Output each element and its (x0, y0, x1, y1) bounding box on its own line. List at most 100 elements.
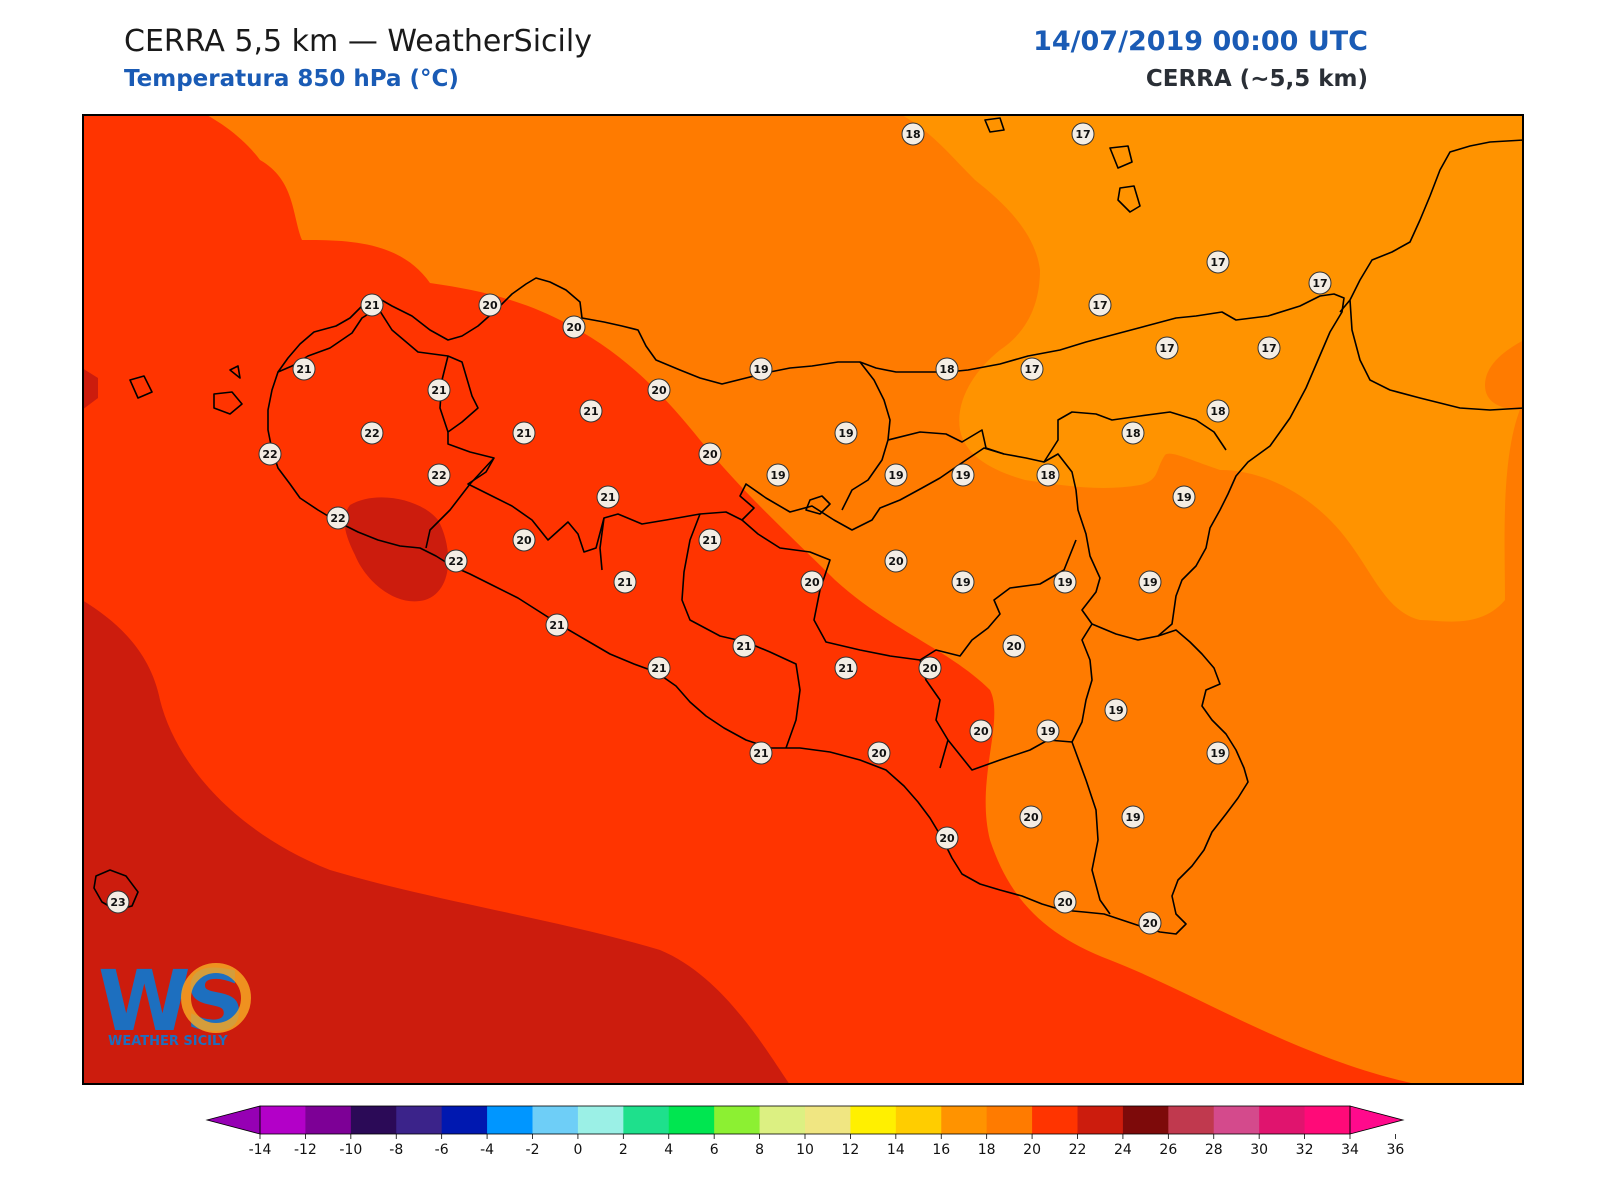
station-value: 20 (516, 534, 532, 547)
station-value: 20 (888, 555, 904, 568)
station-marker (732, 634, 756, 658)
station-marker (258, 442, 282, 466)
station-marker (427, 378, 451, 402)
station-value: 23 (110, 896, 125, 909)
station-label: 21 (360, 293, 384, 317)
station-label: 22 (444, 549, 468, 573)
station-label: 19 (1138, 570, 1162, 594)
station-label: 20 (969, 719, 993, 743)
station-marker (512, 421, 536, 445)
colorbar-tick-label: 36 (1387, 1142, 1405, 1158)
station-value: 22 (262, 448, 277, 461)
colorbar-tick-label: -14 (249, 1142, 272, 1158)
colorbar-tick-label: 34 (1341, 1142, 1359, 1158)
station-marker (1155, 336, 1179, 360)
station-value: 17 (1024, 363, 1039, 376)
station-value: 18 (939, 363, 954, 376)
station-label: 21 (613, 570, 637, 594)
station-value: 22 (431, 469, 446, 482)
station-value: 19 (955, 469, 970, 482)
station-marker (1020, 357, 1044, 381)
station-label: 21 (512, 421, 536, 445)
station-marker (1138, 911, 1162, 935)
station-value: 17 (1092, 299, 1107, 312)
station-marker (1036, 719, 1060, 743)
station-value: 22 (364, 427, 379, 440)
station-value: 20 (939, 832, 955, 845)
station-label: 22 (427, 463, 451, 487)
colorbar-tick-label: 26 (1159, 1142, 1177, 1158)
station-value: 21 (600, 491, 615, 504)
colorbar-ticks: -14 -12 -10 -8 -6 -4 -2 0 2 4 6 8 10 12 14 16 18 20 22 24 26… (249, 1134, 1405, 1158)
station-label: 19 (1121, 805, 1145, 829)
station-marker (766, 463, 790, 487)
colorbar-tick-label: -2 (526, 1142, 540, 1158)
station-marker (834, 421, 858, 445)
calabria-coast (1339, 139, 1524, 411)
egadi-islands (129, 365, 243, 415)
station-value: 22 (448, 555, 463, 568)
station-marker (698, 442, 722, 466)
station-value: 21 (736, 640, 751, 653)
temperature-map: 18 17 17 17 21 20 20 17 21 19 18 17 17 17 21 20 21 18 22 21… (82, 114, 1524, 1085)
station-marker (326, 506, 350, 530)
station-marker (1206, 741, 1230, 765)
station-label: 20 (1019, 805, 1043, 829)
station-value: 20 (804, 576, 820, 589)
weather-sicily-logo: WS WEATHER SICILY (98, 952, 251, 1050)
station-labels: 18 17 17 17 21 20 20 17 21 19 18 17 17 17 21 20 21 18 22 21… (106, 122, 1332, 935)
station-label: 19 (766, 463, 790, 487)
station-label: 21 (596, 485, 620, 509)
colorbar-tick-label: -4 (480, 1142, 494, 1158)
colorbar-tick-label: 10 (796, 1142, 814, 1158)
colorbar-tick-label: -12 (294, 1142, 317, 1158)
station-value: 19 (770, 469, 785, 482)
colorbar-cell (895, 1106, 942, 1134)
station-marker (1019, 805, 1043, 829)
station-marker (562, 315, 586, 339)
colorbar-cell (396, 1106, 443, 1134)
station-label: 21 (647, 656, 671, 680)
station-label: 20 (884, 549, 908, 573)
station-label: 21 (545, 613, 569, 637)
colorbar-cell (577, 1106, 624, 1134)
station-value: 21 (296, 363, 311, 376)
station-value: 21 (549, 619, 564, 632)
station-marker (1206, 399, 1230, 423)
colorbar-tick-label: 6 (710, 1142, 719, 1158)
colorbar-tick-label: 4 (664, 1142, 673, 1158)
colorbar-cell (941, 1106, 988, 1134)
station-label: 19 (834, 421, 858, 445)
station-marker (867, 741, 891, 765)
station-value: 17 (1210, 256, 1225, 269)
colorbar-tick-label: 0 (573, 1142, 582, 1158)
station-label: 19 (749, 357, 773, 381)
station-marker (613, 570, 637, 594)
station-marker (1104, 698, 1128, 722)
colorbar-tick-label: 8 (755, 1142, 764, 1158)
colorbar-cell (986, 1106, 1033, 1134)
station-label: 22 (258, 442, 282, 466)
station-marker (800, 570, 824, 594)
colorbar-tick-label: 14 (887, 1142, 905, 1158)
station-marker (579, 399, 603, 423)
station-value: 19 (1210, 747, 1225, 760)
station-value: 21 (753, 747, 768, 760)
station-marker (935, 357, 959, 381)
station-marker (1121, 421, 1145, 445)
station-label: 20 (1138, 911, 1162, 935)
colorbar-cell (1213, 1106, 1260, 1134)
station-marker (512, 528, 536, 552)
station-value: 21 (651, 662, 666, 675)
station-value: 19 (1108, 704, 1123, 717)
station-marker (935, 826, 959, 850)
field-22-24-marsala (344, 497, 449, 602)
colorbar-tick-label: 28 (1205, 1142, 1223, 1158)
logo-sun-icon (181, 963, 251, 1033)
field-17-18 (900, 114, 1524, 622)
station-value: 17 (1261, 342, 1276, 355)
station-value: 19 (1176, 491, 1191, 504)
colorbar-cell (441, 1106, 488, 1134)
station-value: 20 (482, 299, 498, 312)
colorbar-tick-label: -8 (389, 1142, 403, 1158)
